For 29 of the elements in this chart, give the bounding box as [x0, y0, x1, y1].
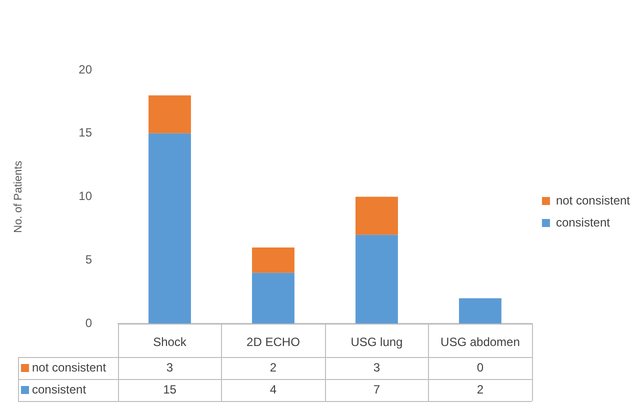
bar: [148, 95, 191, 134]
data-label: 7: [373, 382, 380, 396]
text: not consistent: [556, 193, 630, 208]
y-tick-label: 10: [78, 189, 92, 204]
data-label: 2: [476, 382, 484, 396]
x-tick-label: USG lung: [350, 335, 403, 350]
data-label: 3: [373, 360, 380, 374]
y-tick-label: 0: [85, 316, 92, 330]
data-label: 15: [163, 382, 177, 396]
legend-label: consistent: [556, 215, 611, 230]
bar: [148, 133, 191, 324]
bar: [252, 248, 294, 273]
bar: [356, 196, 398, 235]
x-tick-label: Shock: [153, 335, 188, 350]
data-label: 2: [270, 360, 277, 374]
bar: [458, 298, 502, 324]
data-label: 3: [166, 360, 174, 374]
y-axis-title: No. of Patients: [12, 160, 25, 233]
y-tick-label: 20: [78, 62, 92, 76]
bar: [252, 272, 294, 324]
x-tick-label: 2D ECHO: [246, 335, 300, 350]
legend-label: not consistent: [32, 360, 107, 374]
data-label: 4: [270, 382, 277, 396]
y-tick-label: 5: [85, 252, 92, 267]
y-tick-label: 15: [78, 126, 92, 140]
data-label: 0: [476, 360, 484, 374]
bar: [356, 234, 398, 324]
x-tick-label: USG abdomen: [440, 335, 520, 350]
text: consistent: [32, 382, 86, 396]
